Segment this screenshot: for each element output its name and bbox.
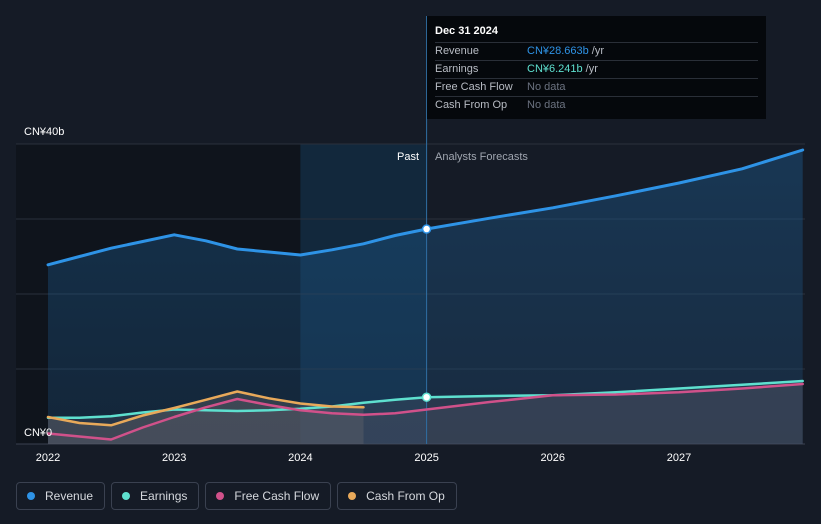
legend-label: Earnings [140,489,188,503]
tooltip: Dec 31 2024 Revenue CN¥28.663b /yr Earni… [427,16,766,119]
y-axis-top-label: CN¥40b [24,126,64,138]
x-tick-label: 2023 [162,452,186,464]
tooltip-row-earnings: Earnings CN¥6.241b /yr [435,61,758,79]
markers [421,224,432,402]
x-tick-label: 2024 [288,452,312,464]
legend-item-revenue[interactable]: Revenue [16,482,106,510]
free-cash-flow-line [46,382,804,441]
tooltip-label: Cash From Op [435,99,508,111]
legend-label: Cash From Op [366,489,445,503]
tooltip-label: Revenue [435,45,480,57]
tooltip-label: Free Cash Flow [435,81,513,93]
legend-item-earnings[interactable]: Earnings [111,482,200,510]
x-tick-label: 2025 [414,452,438,464]
legend-dot-icon [216,492,225,500]
tooltip-date: Dec 31 2024 [435,24,758,43]
revenue-marker [421,224,432,234]
y-axis-zero-label: CN¥0 [24,427,52,439]
legend-label: Revenue [45,489,94,503]
tooltip-unit: /yr [585,63,598,75]
legend-dot-icon [27,492,35,500]
tooltip-value: No data [527,99,566,111]
legend-dot-icon [122,492,131,500]
series-fills [48,150,803,444]
chart: CN¥40b CN¥0 Past Analysts Forecasts 2022… [16,16,805,464]
legend-item-free-cash-flow[interactable]: Free Cash Flow [205,482,332,510]
tooltip-row-free-cash-flow: Free Cash Flow No data [435,79,758,97]
cash-from-op-area [48,391,364,444]
revenue-area [48,150,803,444]
legend-dot-icon [348,492,357,500]
x-tick-label: 2022 [36,452,60,464]
tooltip-row-revenue: Revenue CN¥28.663b /yr [435,43,758,61]
tooltip-label: Earnings [435,63,479,75]
tooltip-row-cash-from-op: Cash From Op No data [435,97,758,114]
earnings-area [48,381,803,444]
past-label: Past [397,151,419,163]
forecast-label: Analysts Forecasts [435,151,528,163]
series-lines [46,148,805,441]
legend-item-cash-from-op[interactable]: Cash From Op [337,482,457,510]
x-tick-label: 2027 [667,452,691,464]
earnings-marker [421,392,432,402]
tooltip-value: CN¥28.663b [527,45,589,57]
tooltip-unit: /yr [591,45,605,57]
free-cash-flow-area [48,384,803,444]
tooltip-value: No data [527,81,566,93]
cash-from-op-line [46,390,365,427]
legend-label: Free Cash Flow [234,489,320,503]
tooltip-value: CN¥6.241b [527,63,583,75]
revenue-line [46,148,805,267]
x-axis-ticks: 2022 2023 2024 2025 2026 2027 [36,452,691,464]
x-tick-label: 2026 [541,452,565,464]
legend: Revenue Earnings Free Cash Flow Cash Fro… [16,482,457,510]
